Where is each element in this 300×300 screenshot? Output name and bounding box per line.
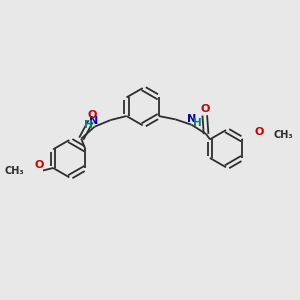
Text: O: O — [87, 110, 97, 120]
Text: N: N — [89, 116, 98, 126]
Text: O: O — [254, 127, 263, 137]
Text: O: O — [34, 160, 44, 170]
Text: CH₃: CH₃ — [5, 166, 25, 176]
Text: O: O — [200, 104, 209, 114]
Text: H: H — [193, 118, 202, 128]
Text: H: H — [84, 120, 93, 130]
Text: CH₃: CH₃ — [274, 130, 293, 140]
Text: N: N — [188, 114, 197, 124]
